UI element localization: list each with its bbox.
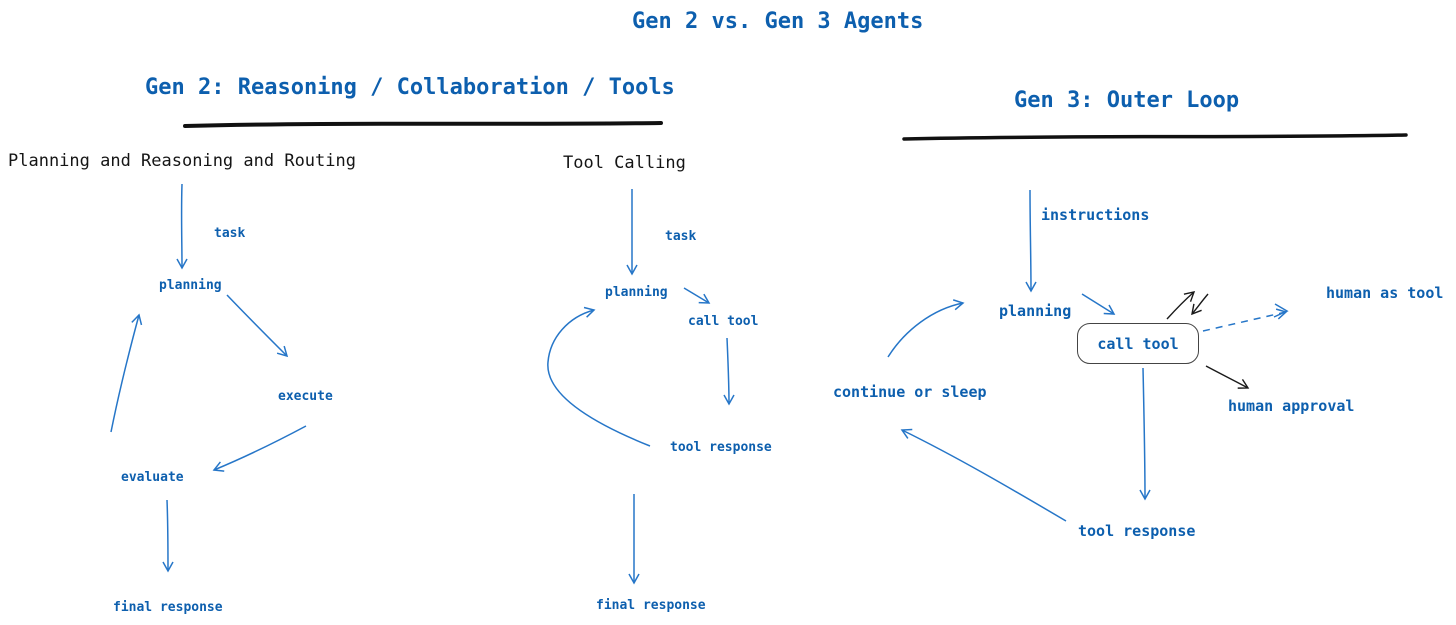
gen2-mid-call-tool-node: call tool (688, 314, 759, 329)
gen2-mid-task-label: task (665, 229, 697, 244)
gen3-section-header: Gen 3: Outer Loop (1014, 88, 1240, 113)
arrow-call-tool-down-exchange (1191, 293, 1209, 316)
gen2-mid-planning-node: planning (605, 285, 668, 300)
gen3-planning-node: planning (999, 302, 1072, 320)
arrow-call-tool-to-human-approval (1205, 365, 1250, 389)
planning-reasoning-routing-heading: Planning and Reasoning and Routing (8, 151, 356, 171)
arrow-evaluate-to-final-response (162, 499, 174, 573)
gen2-left-planning-node: planning (159, 278, 222, 293)
gen3-call-tool-box: call tool (1077, 323, 1199, 364)
arrow-call-tool-to-tool-response-mid (723, 337, 735, 406)
arrow-planning-to-call-tool-box (1081, 293, 1116, 315)
arrow-call-tool-to-tool-response-gen3 (1139, 367, 1151, 501)
tool-calling-heading: Tool Calling (563, 153, 686, 173)
gen3-call-tool-label: call tool (1097, 334, 1179, 353)
gen2-left-evaluate-node: evaluate (121, 470, 184, 485)
arrow-continue-or-sleep-to-planning (887, 299, 965, 358)
gen2-mid-final-response-node: final response (596, 598, 706, 613)
gen3-tool-response-node: tool response (1078, 522, 1196, 540)
gen3-instructions-label: instructions (1041, 206, 1150, 224)
arrow-execute-to-evaluate (212, 425, 307, 472)
arrow-planning-to-call-tool-mid (683, 287, 711, 304)
gen2-section-header: Gen 2: Reasoning / Collaboration / Tools (145, 75, 675, 100)
arrow-tool-response-to-planning-mid (547, 306, 651, 447)
arrow-call-tool-to-human-as-tool-dashed (1202, 308, 1288, 332)
gen3-human-as-tool-node: human as tool (1326, 284, 1444, 302)
gen2-left-task-label: task (214, 226, 246, 241)
arrow-evaluate-to-planning (110, 313, 143, 433)
arrow-planning-to-execute (226, 294, 289, 358)
arrow-tool-response-to-continue-or-sleep (900, 428, 1067, 522)
gen2-underline (183, 121, 663, 128)
gen2-mid-tool-response-node: tool response (670, 440, 772, 455)
gen2-left-final-response-node: final response (113, 600, 223, 615)
arrow-call-tool-up-exchange (1166, 291, 1196, 320)
gen2-left-execute-node: execute (278, 389, 333, 404)
page-title: Gen 2 vs. Gen 3 Agents (632, 9, 924, 34)
gen3-human-approval-node: human approval (1228, 397, 1355, 415)
gen3-underline (902, 133, 1408, 141)
gen3-continue-or-sleep-node: continue or sleep (833, 383, 987, 401)
human-as-tool-double-chevron (1273, 303, 1289, 318)
arrow-instructions-to-planning (1025, 189, 1037, 293)
